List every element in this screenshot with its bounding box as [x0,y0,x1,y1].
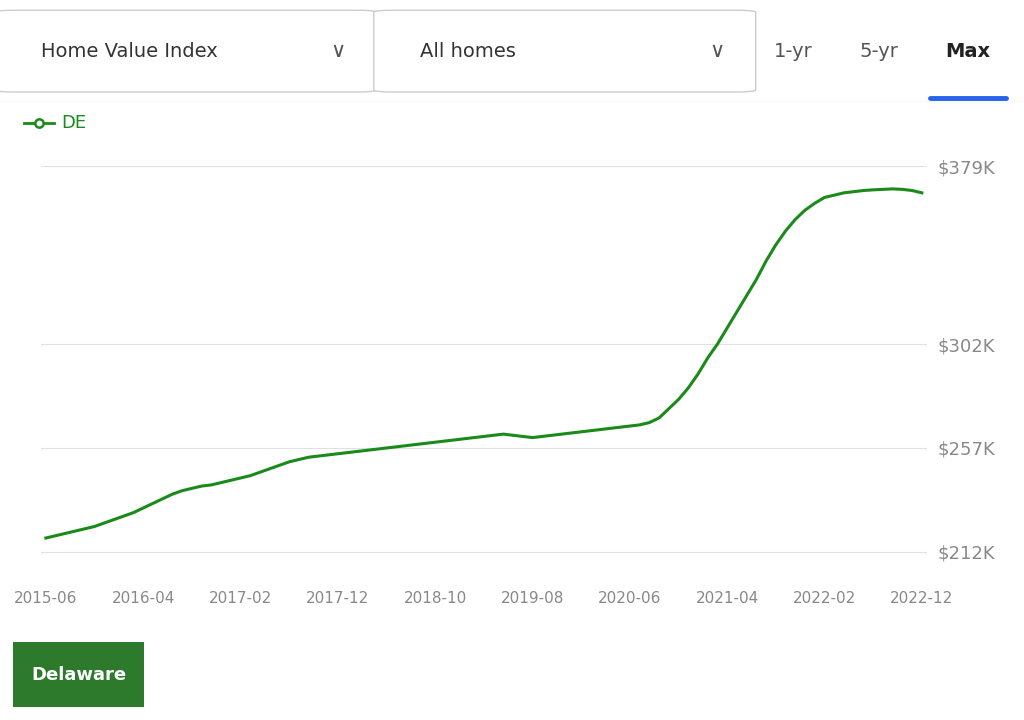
FancyBboxPatch shape [374,10,756,92]
FancyBboxPatch shape [5,639,153,711]
Text: All homes: All homes [420,42,516,60]
Text: Home Value Index: Home Value Index [41,42,218,60]
FancyBboxPatch shape [0,10,377,92]
Text: 1-yr: 1-yr [774,42,813,60]
Text: Delaware: Delaware [32,665,126,684]
Text: DE: DE [61,114,86,132]
Text: Max: Max [945,42,990,60]
Text: ∨: ∨ [710,41,724,61]
Text: ∨: ∨ [331,41,345,61]
Text: 5-yr: 5-yr [859,42,898,60]
